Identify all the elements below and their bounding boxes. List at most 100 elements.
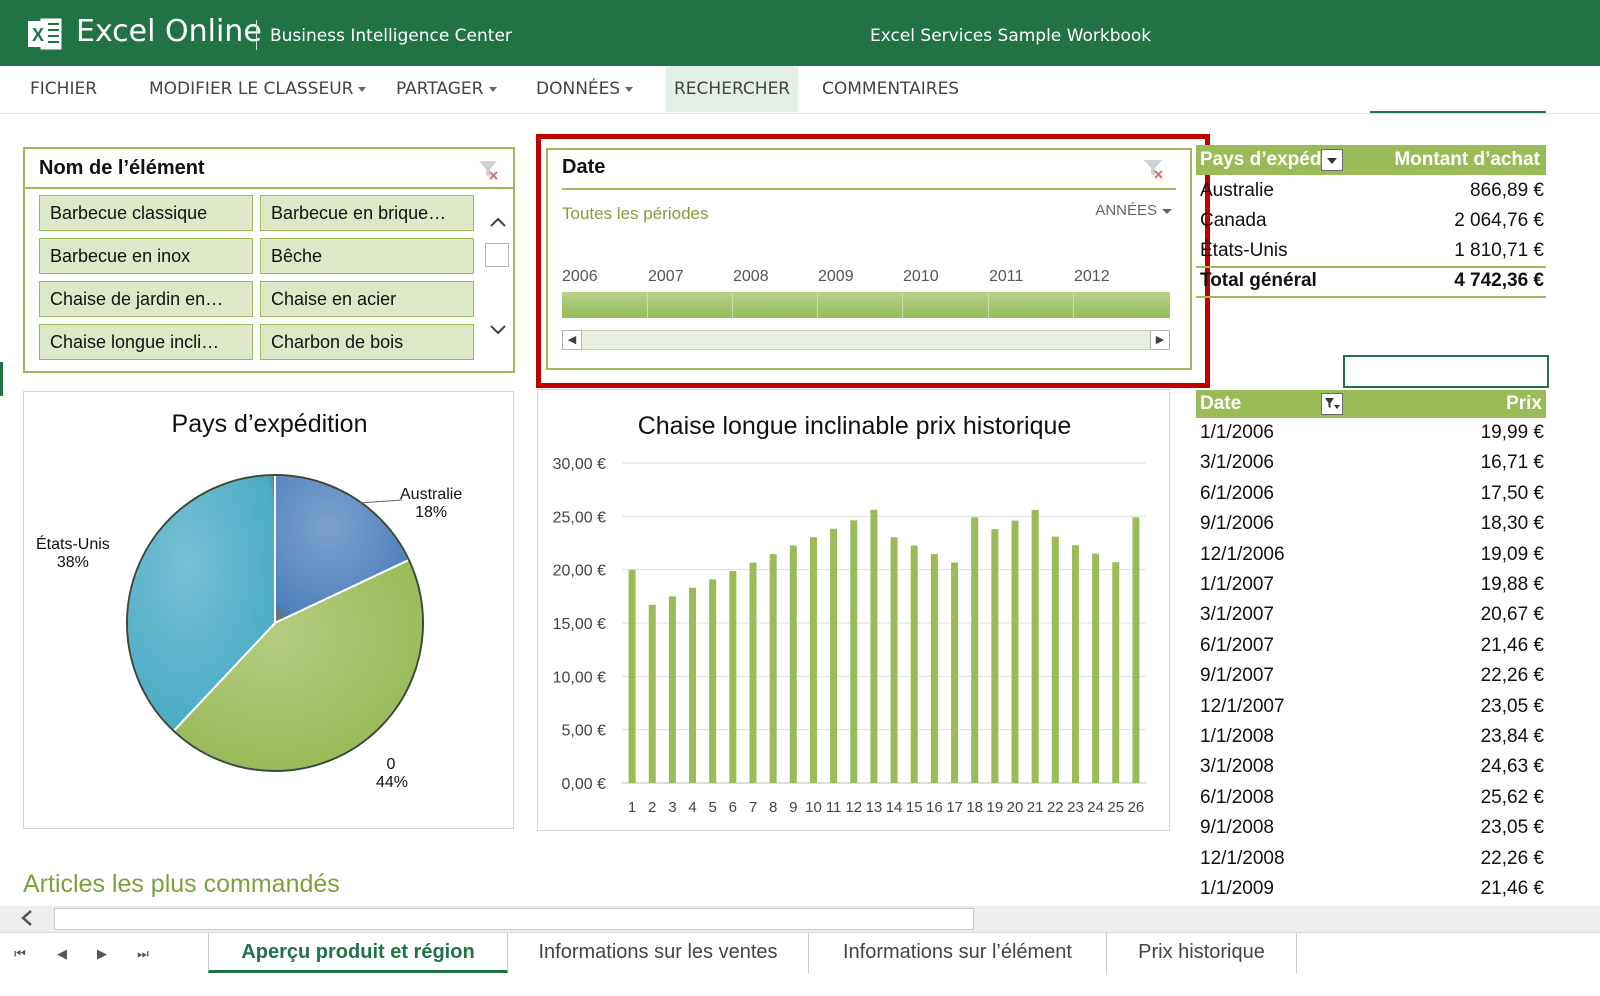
bar[interactable] xyxy=(1051,536,1059,783)
bar[interactable] xyxy=(1031,509,1039,783)
bar[interactable] xyxy=(1132,517,1140,783)
slicer-item[interactable]: Charbon de bois xyxy=(260,324,474,360)
bar[interactable] xyxy=(991,529,999,783)
prev-sheet-icon[interactable]: ◀ xyxy=(57,946,67,961)
slicer-scrollbar[interactable] xyxy=(483,195,513,363)
price-row-value: 19,09 € xyxy=(1480,543,1544,565)
timeline-level-dropdown[interactable]: ANNÉES xyxy=(1095,202,1172,219)
menu-commentaires[interactable]: COMMENTAIRES xyxy=(822,79,960,99)
site-name[interactable]: Business Intelligence Center xyxy=(270,26,512,46)
menu-donnees[interactable]: DONNÉES xyxy=(530,66,639,112)
slicer-item[interactable]: Barbecue en inox xyxy=(39,238,253,274)
x-tick-label: 18 xyxy=(966,799,983,816)
timeline-year-label[interactable]: 2006 xyxy=(562,268,598,285)
price-row-date: 3/1/2008 xyxy=(1200,756,1274,778)
timeline-year-label[interactable]: 2012 xyxy=(1074,268,1110,285)
price-row-date: 9/1/2008 xyxy=(1200,817,1274,839)
title-bar: X Excel Online Business Intelligence Cen… xyxy=(0,0,1600,66)
price-row-date: 6/1/2008 xyxy=(1200,786,1274,808)
clear-filter-icon[interactable] xyxy=(477,159,499,181)
app-name[interactable]: Excel Online xyxy=(76,14,262,49)
scrollbar-thumb[interactable] xyxy=(54,908,974,930)
bar[interactable] xyxy=(628,569,636,783)
price-row-value: 20,67 € xyxy=(1480,604,1544,626)
timeline-scrollbar[interactable]: ◀ ▶ xyxy=(562,330,1170,350)
bar[interactable] xyxy=(689,587,697,783)
scroll-right-icon[interactable]: ▶ xyxy=(1150,330,1170,350)
bar[interactable] xyxy=(930,554,938,783)
timeline-year-label[interactable]: 2009 xyxy=(818,268,854,285)
bar[interactable] xyxy=(809,537,817,783)
timeline-year-label[interactable]: 2007 xyxy=(648,268,684,285)
bar[interactable] xyxy=(1112,562,1120,783)
next-sheet-icon[interactable]: ▶ xyxy=(97,946,107,961)
pie-chart[interactable] xyxy=(24,392,515,830)
bar[interactable] xyxy=(648,604,656,783)
bar[interactable] xyxy=(890,537,898,783)
slicer-item[interactable]: Bêche xyxy=(260,238,474,274)
bar[interactable] xyxy=(850,520,858,783)
price-row-date: 12/1/2007 xyxy=(1200,695,1285,717)
horizontal-scrollbar[interactable] xyxy=(0,906,1600,932)
price-row-value: 22,26 € xyxy=(1480,665,1544,687)
first-sheet-icon[interactable]: ⏮ xyxy=(14,946,26,961)
x-tick-label: 10 xyxy=(805,799,822,816)
clear-filter-icon[interactable] xyxy=(1142,158,1164,180)
scroll-left-icon[interactable] xyxy=(18,908,36,928)
price-row-value: 24,63 € xyxy=(1480,756,1544,778)
filter-dropdown-icon[interactable] xyxy=(1321,149,1343,171)
timeline-year-label[interactable]: 2008 xyxy=(733,268,769,285)
bar[interactable] xyxy=(668,596,676,783)
scroll-left-icon[interactable]: ◀ xyxy=(562,330,582,350)
timeline-tick xyxy=(988,292,989,318)
timeline-period-bar[interactable] xyxy=(562,292,1170,318)
title-divider xyxy=(256,20,257,50)
chevron-down-icon[interactable] xyxy=(488,323,508,337)
tab-informations-sur-les-ventes[interactable]: Informations sur les ventes xyxy=(508,933,809,973)
slicer-item[interactable]: Chaise de jardin en… xyxy=(39,281,253,317)
price-row-date: 1/1/2006 xyxy=(1200,422,1274,443)
bar[interactable] xyxy=(789,545,797,783)
bar-chart[interactable]: 0,00 € 5,00 € 10,00 € 15,00 € 20,00 € 25,00 €… xyxy=(538,390,1171,832)
bar[interactable] xyxy=(709,579,717,783)
pie-chart-container[interactable]: Pays d’expédition Australie 18% 0 44% État… xyxy=(23,391,514,829)
timeline-year-label[interactable]: 2011 xyxy=(989,268,1024,285)
tab-informations-sur-l-element[interactable]: Informations sur l’élément xyxy=(809,933,1107,973)
bar[interactable] xyxy=(749,562,757,783)
timeline-tick xyxy=(817,292,818,318)
slicer-item[interactable]: Barbecue en brique… xyxy=(260,195,474,231)
scrollbar-thumb[interactable] xyxy=(485,243,509,267)
last-sheet-icon[interactable]: ⏭ xyxy=(137,946,149,961)
menu-rechercher[interactable]: RECHERCHER xyxy=(666,66,799,112)
slicer-item[interactable]: Chaise longue incli… xyxy=(39,324,253,360)
timeline-tick xyxy=(647,292,648,318)
price-pivot-header: Date Prix xyxy=(1196,390,1546,418)
tab-apercu-produit-et-region[interactable]: Aperçu produit et région xyxy=(208,933,508,973)
bar[interactable] xyxy=(870,509,878,783)
selected-cell[interactable] xyxy=(1343,355,1549,388)
menu-partager[interactable]: PARTAGER xyxy=(390,66,503,112)
bar[interactable] xyxy=(971,517,979,783)
chevron-up-icon[interactable] xyxy=(488,215,508,229)
slicer-item[interactable]: Barbecue classique xyxy=(39,195,253,231)
bar[interactable] xyxy=(910,545,918,783)
bar[interactable] xyxy=(830,528,838,783)
active-cell-indicator xyxy=(1370,111,1546,113)
bar[interactable] xyxy=(1092,553,1100,783)
menu-fichier[interactable]: FICHIER xyxy=(30,79,98,99)
bar[interactable] xyxy=(729,570,737,783)
timeline-year-label[interactable]: 2010 xyxy=(903,268,939,285)
pie-leader-line xyxy=(359,499,403,504)
slicer-separator xyxy=(25,187,513,189)
x-tick-label: 4 xyxy=(688,799,696,816)
slicer-item[interactable]: Chaise en acier xyxy=(260,281,474,317)
bar[interactable] xyxy=(1071,545,1079,783)
menu-modifier-le-classeur[interactable]: MODIFIER LE CLASSEUR xyxy=(143,66,372,112)
bar[interactable] xyxy=(769,554,777,783)
country-pivot-header: Pays d’expéd Montant d’achat xyxy=(1196,145,1546,175)
bar[interactable] xyxy=(951,562,959,783)
filter-applied-icon[interactable] xyxy=(1321,393,1343,415)
tab-prix-historique[interactable]: Prix historique xyxy=(1107,933,1297,973)
bar-chart-container[interactable]: Chaise longue inclinable prix historique… xyxy=(537,389,1170,831)
bar[interactable] xyxy=(1011,520,1019,783)
